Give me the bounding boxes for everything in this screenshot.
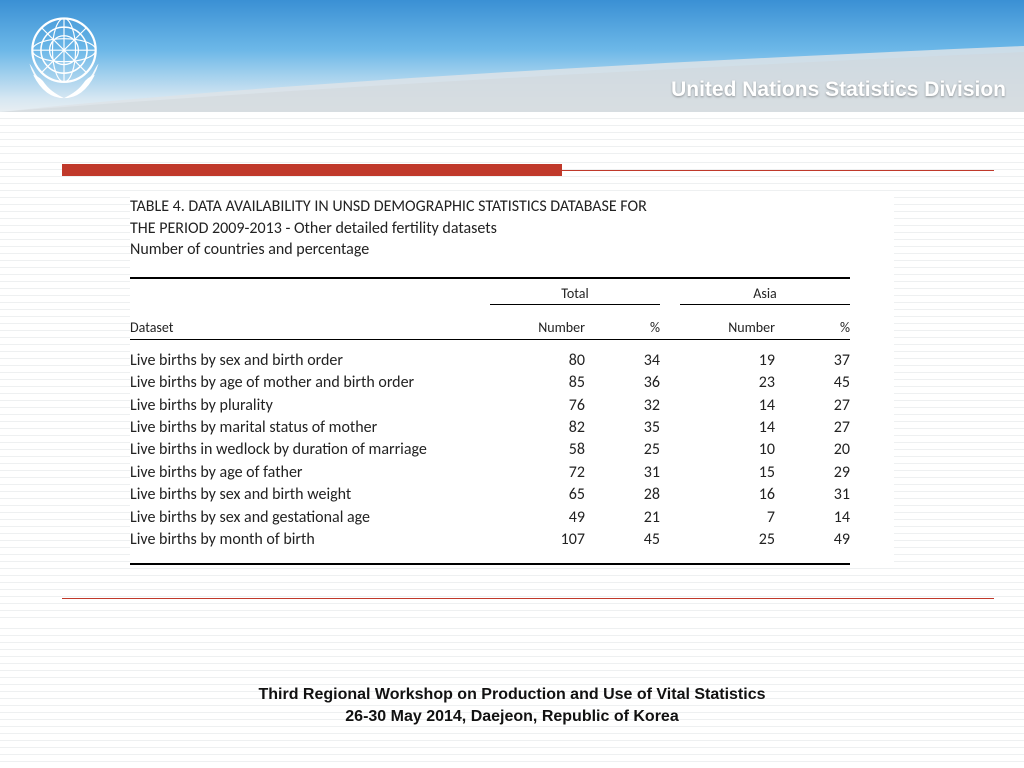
cell-asia-number: 7 [680, 507, 775, 529]
cell-asia-percent: 31 [775, 484, 850, 506]
cell-total-number: 82 [490, 417, 585, 439]
table-row: Live births by age of mother and birth o… [130, 372, 850, 394]
cell-asia-percent: 20 [775, 439, 850, 461]
col-header-total-percent: % [585, 319, 660, 336]
table-row: Live births by sex and birth order8034 19… [130, 350, 850, 372]
table-caption: TABLE 4. DATA AVAILABILITY IN UNSD DEMOG… [130, 196, 894, 261]
cell-asia-percent: 14 [775, 507, 850, 529]
title-bar-thick [62, 164, 562, 176]
table-body: Live births by sex and birth order8034 19… [130, 340, 850, 566]
table-row: Live births by age of father7231 1529 [130, 462, 850, 484]
table-row: Live births by marital status of mother8… [130, 417, 850, 439]
table-sub-header-row: Dataset Number % Number % [130, 319, 850, 340]
footer-text: Third Regional Workshop on Production an… [0, 684, 1024, 727]
cell-total-number: 107 [490, 529, 585, 551]
header-banner: United Nations Statistics Division [0, 0, 1024, 112]
lined-background-top [0, 112, 1024, 156]
cell-total-percent: 21 [585, 507, 660, 529]
cell-total-number: 85 [490, 372, 585, 394]
cell-total-percent: 45 [585, 529, 660, 551]
cell-dataset: Live births by sex and gestational age [130, 507, 490, 529]
cell-total-number: 80 [490, 350, 585, 372]
caption-line-3: Number of countries and percentage [130, 239, 894, 261]
cell-total-percent: 36 [585, 372, 660, 394]
col-header-asia-number: Number [680, 319, 775, 336]
cell-total-number: 49 [490, 507, 585, 529]
cell-total-number: 72 [490, 462, 585, 484]
cell-asia-number: 23 [680, 372, 775, 394]
cell-asia-number: 15 [680, 462, 775, 484]
table-row: Live births by sex and birth weight6528 1… [130, 484, 850, 506]
table-group-header-row: Total Asia [130, 279, 850, 305]
cell-total-number: 76 [490, 395, 585, 417]
footer-line-1: Third Regional Workshop on Production an… [0, 684, 1024, 706]
content-panel: TABLE 4. DATA AVAILABILITY IN UNSD DEMOG… [130, 196, 894, 565]
cell-dataset: Live births by age of father [130, 462, 490, 484]
cell-dataset: Live births by sex and birth order [130, 350, 490, 372]
cell-asia-number: 14 [680, 417, 775, 439]
un-emblem-icon [16, 6, 112, 102]
col-header-dataset: Dataset [130, 319, 490, 336]
footer-separator [62, 598, 994, 599]
cell-dataset: Live births by age of mother and birth o… [130, 372, 490, 394]
cell-total-percent: 35 [585, 417, 660, 439]
table-row: Live births by plurality7632 1427 [130, 395, 850, 417]
cell-dataset: Live births in wedlock by duration of ma… [130, 439, 490, 461]
caption-line-2: THE PERIOD 2009-2013 - Other detailed fe… [130, 218, 894, 240]
cell-asia-percent: 27 [775, 395, 850, 417]
footer-line-2: 26-30 May 2014, Daejeon, Republic of Kor… [0, 706, 1024, 728]
table-row: Live births in wedlock by duration of ma… [130, 439, 850, 461]
cell-asia-percent: 45 [775, 372, 850, 394]
table-row: Live births by month of birth10745 2549 [130, 529, 850, 551]
cell-total-percent: 28 [585, 484, 660, 506]
cell-total-percent: 25 [585, 439, 660, 461]
cell-total-percent: 31 [585, 462, 660, 484]
division-title: United Nations Statistics Division [671, 78, 1006, 102]
cell-dataset: Live births by month of birth [130, 529, 490, 551]
cell-asia-number: 16 [680, 484, 775, 506]
cell-dataset: Live births by marital status of mother [130, 417, 490, 439]
cell-asia-number: 25 [680, 529, 775, 551]
cell-dataset: Live births by sex and birth weight [130, 484, 490, 506]
group-header-asia: Asia [680, 285, 850, 305]
table-row: Live births by sex and gestational age49… [130, 507, 850, 529]
cell-total-number: 65 [490, 484, 585, 506]
cell-dataset: Live births by plurality [130, 395, 490, 417]
cell-total-percent: 34 [585, 350, 660, 372]
group-header-total: Total [490, 285, 660, 305]
cell-asia-number: 10 [680, 439, 775, 461]
cell-asia-percent: 49 [775, 529, 850, 551]
cell-asia-percent: 29 [775, 462, 850, 484]
caption-line-1: TABLE 4. DATA AVAILABILITY IN UNSD DEMOG… [130, 196, 894, 218]
cell-asia-percent: 37 [775, 350, 850, 372]
cell-asia-number: 19 [680, 350, 775, 372]
col-header-asia-percent: % [775, 319, 850, 336]
cell-total-number: 58 [490, 439, 585, 461]
cell-asia-number: 14 [680, 395, 775, 417]
col-header-total-number: Number [490, 319, 585, 336]
cell-asia-percent: 27 [775, 417, 850, 439]
cell-total-percent: 32 [585, 395, 660, 417]
data-table: Total Asia Dataset Number % Number % Liv… [130, 277, 850, 566]
